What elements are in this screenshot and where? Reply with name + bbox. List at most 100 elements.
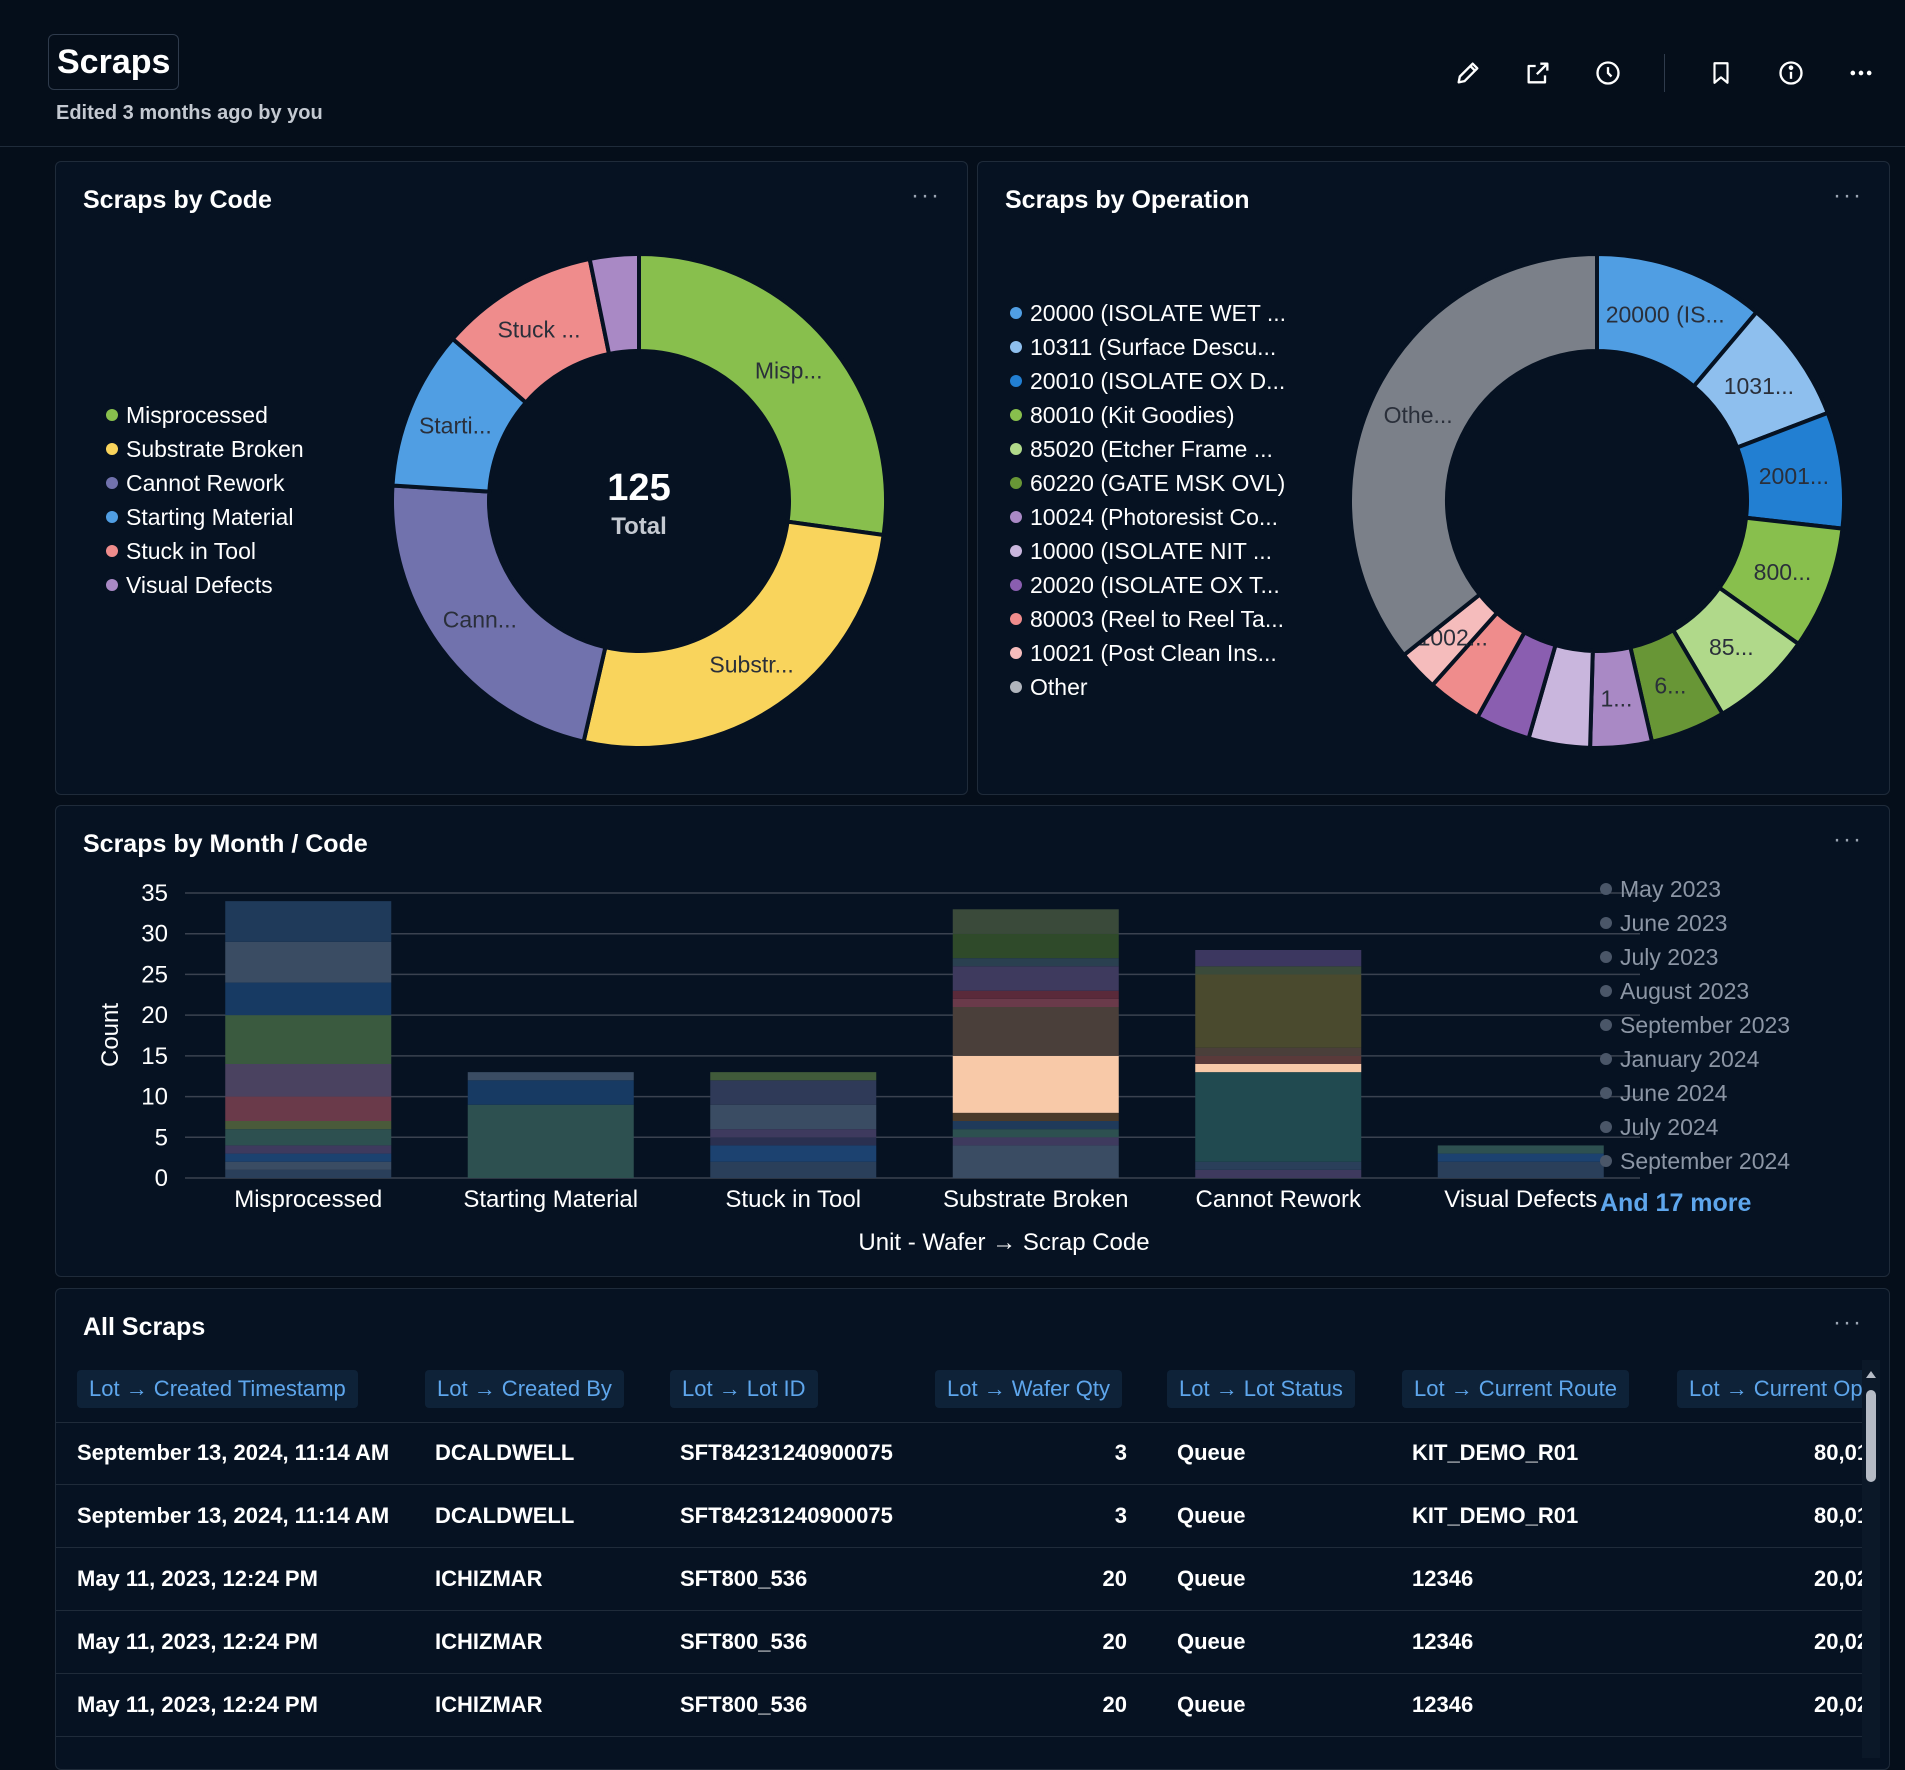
legend-item[interactable]: 60220 (GATE MSK OVL) (1010, 466, 1286, 500)
legend-label: Starting Material (126, 504, 294, 530)
col-current-route-header[interactable]: Lot → Current Route (1402, 1370, 1629, 1408)
legend-item[interactable]: Starting Material (106, 500, 304, 534)
legend-item[interactable]: 10311 (Surface Descu... (1010, 330, 1286, 364)
legend-label: Visual Defects (126, 572, 273, 598)
legend-label: January 2024 (1620, 1046, 1760, 1072)
slice-label: Stuck ... (497, 317, 580, 343)
legend-dot (1010, 307, 1022, 319)
donut-slice[interactable] (581, 519, 886, 750)
legend-item[interactable]: 80010 (Kit Goodies) (1010, 398, 1286, 432)
col-lot-status-cell: Queue (1177, 1566, 1246, 1591)
legend-label: 60220 (GATE MSK OVL) (1030, 470, 1286, 496)
legend-label: July 2023 (1620, 944, 1719, 970)
col-lot-id-cell: SFT800_536 (680, 1629, 808, 1654)
legend-item[interactable]: September 2023 (1600, 1008, 1790, 1042)
legend-item[interactable]: 80003 (Reel to Reel Ta... (1010, 602, 1286, 636)
scrollbar-thumb[interactable] (1866, 1390, 1876, 1482)
table-scrollbar[interactable] (1862, 1360, 1880, 1758)
legend-dot (1600, 1019, 1612, 1031)
col-wafer-qty-cell: 20 (1102, 1566, 1127, 1591)
slice-label: 1... (1600, 686, 1632, 712)
donut-slice[interactable] (587, 251, 641, 357)
col-wafer-qty-cell: 3 (1114, 1503, 1127, 1528)
col-current-op-cell: 80,01 (1814, 1503, 1870, 1528)
legend-label: September 2024 (1620, 1148, 1791, 1174)
donut-total-value: 125 (607, 467, 670, 509)
legend-item[interactable]: July 2023 (1600, 940, 1790, 974)
legend-label: 10311 (Surface Descu... (1030, 334, 1277, 360)
card-menu-icon[interactable]: ··· (911, 182, 941, 209)
legend-dot (1010, 647, 1022, 659)
col-created-by-cell: ICHIZMAR (435, 1629, 543, 1654)
col-lot-status-cell: Queue (1177, 1503, 1246, 1528)
legend-item[interactable]: 20020 (ISOLATE OX T... (1010, 568, 1286, 602)
col-lot-id-header[interactable]: Lot → Lot ID (670, 1370, 818, 1408)
donut-slice[interactable] (1348, 251, 1599, 658)
legend-dot (1600, 1155, 1612, 1167)
external-link-icon[interactable] (1521, 56, 1555, 90)
legend-dot (1010, 341, 1022, 353)
info-icon[interactable] (1774, 56, 1808, 90)
legend-item[interactable]: Visual Defects (106, 568, 304, 602)
card-title: Scraps by Month / Code (83, 830, 368, 858)
legend-item[interactable]: 20000 (ISOLATE WET ... (1010, 296, 1286, 330)
legend-item[interactable]: Substrate Broken (106, 432, 304, 466)
dashboard-header: Scraps Edited 3 months ago by you (0, 0, 1905, 147)
legend-item[interactable]: May 2023 (1600, 872, 1790, 906)
col-created-timestamp-cell: May 11, 2023, 12:24 PM (77, 1629, 318, 1654)
card-menu-icon[interactable]: ··· (1833, 182, 1863, 209)
operation-donut-chart: 20000 (IS... 1031... 2001... 800... 85... 6..… (1348, 251, 1846, 750)
donut-slice[interactable] (390, 483, 608, 745)
legend-item[interactable]: 10024 (Photoresist Co... (1010, 500, 1286, 534)
col-wafer-qty-cell: 20 (1102, 1629, 1127, 1654)
donut-slice[interactable] (637, 251, 888, 538)
table-row[interactable]: September 13, 2024, 11:14 AM DCALDWELL SFT… (55, 1485, 1870, 1548)
legend-more-link[interactable]: And 17 more (1600, 1189, 1752, 1217)
pencil-icon[interactable] (1451, 56, 1485, 90)
legend-item[interactable]: September 2024 (1600, 1144, 1790, 1178)
col-lot-status-header[interactable]: Lot → Lot Status (1167, 1370, 1355, 1408)
dashboard-title[interactable]: Scraps (48, 34, 180, 90)
legend-item[interactable]: Misprocessed (106, 398, 304, 432)
table-row[interactable]: September 13, 2024, 11:14 AM DCALDWELL SFT… (55, 1422, 1870, 1485)
col-wafer-qty-header[interactable]: Lot → Wafer Qty (935, 1370, 1123, 1408)
legend-item[interactable]: 85020 (Etcher Frame ... (1010, 432, 1286, 466)
legend-item[interactable]: Cannot Rework (106, 466, 304, 500)
legend-label: August 2023 (1620, 978, 1750, 1004)
legend-item[interactable]: Other (1010, 670, 1286, 704)
legend-item[interactable]: June 2024 (1600, 1076, 1790, 1110)
legend-item[interactable]: 10021 (Post Clean Ins... (1010, 636, 1286, 670)
slice-label: Misp... (755, 358, 823, 384)
col-current-route-cell: KIT_DEMO_R01 (1412, 1503, 1579, 1528)
legend-label: 20020 (ISOLATE OX T... (1030, 572, 1280, 598)
scroll-up-icon[interactable] (1862, 1364, 1880, 1384)
legend-item[interactable]: 20010 (ISOLATE OX D... (1010, 364, 1286, 398)
slice-label: 20000 (IS... (1606, 302, 1725, 328)
legend-dot (1600, 951, 1612, 963)
table-row[interactable]: May 11, 2023, 12:24 PM ICHIZMAR SFT800_536… (55, 1548, 1870, 1611)
more-icon[interactable] (1844, 56, 1878, 90)
legend-item[interactable]: July 2024 (1600, 1110, 1790, 1144)
table-row[interactable]: May 11, 2023, 12:24 PM ICHIZMAR SFT800_536… (55, 1674, 1870, 1737)
col-current-op-cell: 20,02 (1814, 1692, 1870, 1717)
col-current-op-header[interactable]: Lot → Current Op (1677, 1370, 1870, 1408)
col-current-op-cell: 80,01 (1814, 1440, 1870, 1465)
legend-item[interactable]: January 2024 (1600, 1042, 1790, 1076)
clock-icon[interactable] (1591, 56, 1625, 90)
col-created-by-header[interactable]: Lot → Created By (425, 1370, 624, 1408)
col-lot-id-cell: SFT84231240900075 (680, 1503, 893, 1528)
legend-item[interactable]: 10000 (ISOLATE NIT ... (1010, 534, 1286, 568)
legend-item[interactable]: June 2023 (1600, 906, 1790, 940)
legend-label: 10021 (Post Clean Ins... (1030, 640, 1277, 666)
table-row[interactable]: May 11, 2023, 12:24 PM ICHIZMAR SFT800_536… (55, 1611, 1870, 1674)
card-menu-icon[interactable]: ··· (1833, 826, 1863, 853)
legend-item[interactable]: August 2023 (1600, 974, 1790, 1008)
legend-item[interactable]: Stuck in Tool (106, 534, 304, 568)
col-created-timestamp-cell: September 13, 2024, 11:14 AM (77, 1503, 390, 1528)
col-created-timestamp-header[interactable]: Lot → Created Timestamp (77, 1370, 358, 1408)
bookmark-icon[interactable] (1704, 56, 1738, 90)
card-menu-icon[interactable]: ··· (1833, 1309, 1863, 1336)
card-title: Scraps by Operation (1005, 186, 1250, 214)
legend-label: 80010 (Kit Goodies) (1030, 402, 1235, 428)
legend-dot (1600, 1121, 1612, 1133)
